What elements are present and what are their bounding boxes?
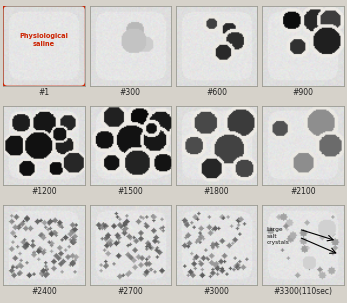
- X-axis label: #2400: #2400: [31, 287, 57, 296]
- X-axis label: #1200: #1200: [31, 187, 57, 196]
- X-axis label: #3000: #3000: [204, 287, 230, 296]
- Text: Physiological
saline: Physiological saline: [20, 32, 69, 47]
- X-axis label: #2100: #2100: [290, 187, 316, 196]
- X-axis label: #1800: #1800: [204, 187, 229, 196]
- Text: Large
salt
crystals: Large salt crystals: [266, 228, 289, 245]
- X-axis label: #2700: #2700: [118, 287, 143, 296]
- X-axis label: #1: #1: [39, 88, 50, 97]
- X-axis label: #300: #300: [120, 88, 141, 97]
- X-axis label: #600: #600: [206, 88, 227, 97]
- X-axis label: #3300(110sec): #3300(110sec): [273, 287, 332, 296]
- X-axis label: #900: #900: [293, 88, 313, 97]
- X-axis label: #1500: #1500: [118, 187, 143, 196]
